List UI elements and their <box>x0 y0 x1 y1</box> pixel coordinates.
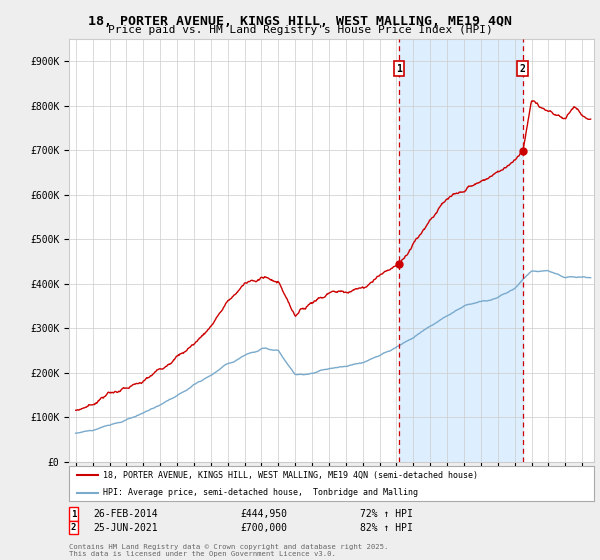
Text: 82% ↑ HPI: 82% ↑ HPI <box>360 522 413 533</box>
Text: HPI: Average price, semi-detached house,  Tonbridge and Malling: HPI: Average price, semi-detached house,… <box>103 488 418 497</box>
Text: Contains HM Land Registry data © Crown copyright and database right 2025.
This d: Contains HM Land Registry data © Crown c… <box>69 544 388 557</box>
Text: £444,950: £444,950 <box>240 509 287 519</box>
Bar <box>399 39 523 462</box>
Text: 18, PORTER AVENUE, KINGS HILL, WEST MALLING, ME19 4QN: 18, PORTER AVENUE, KINGS HILL, WEST MALL… <box>88 15 512 27</box>
Text: £700,000: £700,000 <box>240 522 287 533</box>
Text: 18, PORTER AVENUE, KINGS HILL, WEST MALLING, ME19 4QN (semi-detached house): 18, PORTER AVENUE, KINGS HILL, WEST MALL… <box>103 470 478 480</box>
Text: 1: 1 <box>71 510 76 519</box>
Text: Price paid vs. HM Land Registry's House Price Index (HPI): Price paid vs. HM Land Registry's House … <box>107 25 493 35</box>
Text: 26-FEB-2014: 26-FEB-2014 <box>93 509 158 519</box>
Text: 72% ↑ HPI: 72% ↑ HPI <box>360 509 413 519</box>
Text: 1: 1 <box>396 64 402 74</box>
Text: 25-JUN-2021: 25-JUN-2021 <box>93 522 158 533</box>
Text: 2: 2 <box>520 64 526 74</box>
Text: 2: 2 <box>71 523 76 532</box>
